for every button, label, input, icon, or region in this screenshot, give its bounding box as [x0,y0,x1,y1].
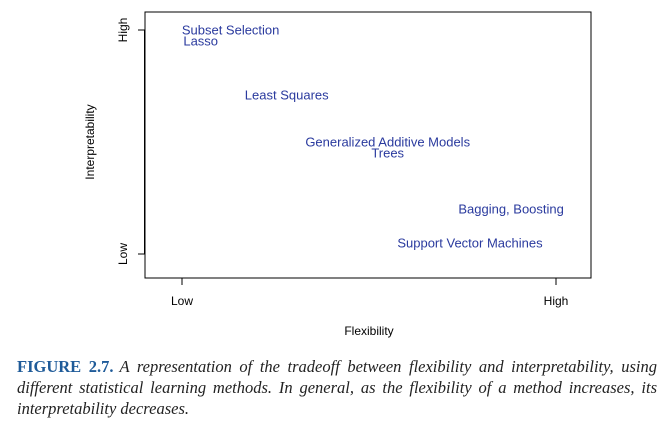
x-tick-label: Low [171,294,193,308]
point-label: Subset Selection [182,23,280,38]
point-label: Lasso [183,34,218,49]
x-axis-label: Flexibility [344,324,393,338]
x-tick-label: High [544,294,569,308]
y-axis-label: Interpretability [83,104,97,179]
point-label: Generalized Additive Models [305,135,470,150]
point-label: Bagging, Boosting [458,202,564,217]
x-axis: Low High [171,277,569,308]
figure-caption: FIGURE 2.7. A representation of the trade… [17,356,657,419]
point-label: Least Squares [245,87,329,102]
figure-label: FIGURE 2.7. [17,357,114,376]
caption-text: A representation of the tradeoff between… [17,357,658,418]
y-tick-label: Low [116,243,130,265]
y-axis: Low High [116,18,145,265]
point-label: Support Vector Machines [397,235,543,250]
point-label: Trees [371,146,404,161]
y-tick-label: High [116,18,130,43]
